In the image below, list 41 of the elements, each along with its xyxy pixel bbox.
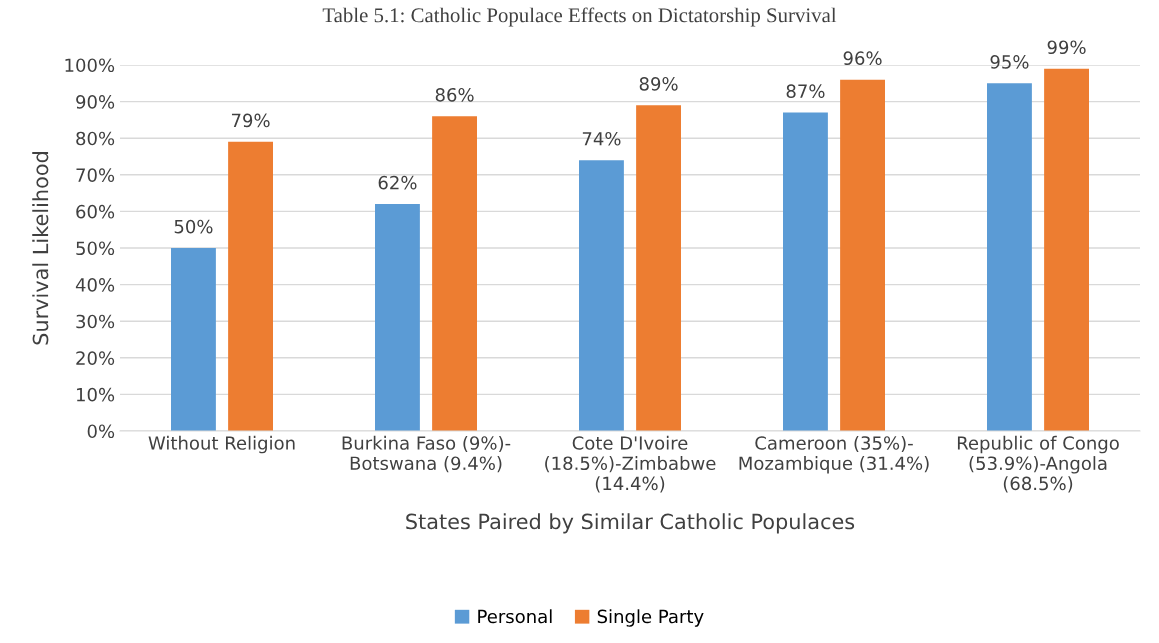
y-tick-label: 70% [76, 168, 115, 182]
x-tick-label: Republic of Congo (53.9%)-Angola (68.5%) [957, 435, 1119, 493]
data-label: 96% [843, 51, 882, 66]
bar [579, 160, 624, 431]
x-tick-label: Cote D'Ivoire (18.5%)-Zimbabwe (14.4%) [545, 435, 716, 493]
y-tick-label: 60% [76, 204, 115, 219]
data-label: 62% [378, 175, 417, 190]
bar [432, 116, 477, 431]
y-tick-label: 90% [76, 95, 115, 109]
y-tick-label: 30% [76, 314, 115, 329]
data-label: 89% [639, 76, 678, 91]
bar [783, 112, 828, 431]
bar [375, 204, 420, 431]
y-axis-title: Survival Likelihood [32, 152, 49, 345]
data-label: 74% [582, 131, 621, 146]
legend-label: Single Party [597, 609, 704, 627]
bar [1044, 68, 1089, 431]
y-tick-label: 40% [75, 278, 115, 292]
data-label: 87% [786, 84, 825, 98]
bar [636, 105, 681, 431]
y-tick-label: 10% [76, 387, 115, 402]
legend-label: Personal [478, 609, 552, 624]
y-tick-label: 100% [65, 58, 115, 73]
x-tick-label: Without Religion [148, 435, 295, 454]
data-label: 86% [435, 87, 474, 102]
data-label: 79% [231, 113, 270, 128]
data-label: 50% [174, 219, 213, 234]
y-tick-label: 20% [76, 351, 115, 365]
data-label: 95% [990, 55, 1029, 69]
x-tick-label: Cameroon (35%)- Mozambique (31.4%) [739, 435, 929, 474]
x-tick-label: Burkina Faso (9%)- Botswana (9.4%) [342, 435, 511, 473]
bar [840, 79, 885, 431]
x-axis-title: States Paired by Similar Catholic Populaces [406, 513, 855, 534]
bar [171, 248, 216, 431]
y-tick-label: 80% [76, 131, 115, 146]
y-tick-label: 50% [76, 241, 115, 256]
chart-title: Table 5.1: Catholic Populace Effects on Dictatorship Survival [322, 7, 837, 27]
bar [987, 83, 1032, 431]
data-label: 99% [1047, 40, 1086, 55]
y-tick-label: 0% [87, 424, 115, 439]
bar [228, 141, 273, 431]
